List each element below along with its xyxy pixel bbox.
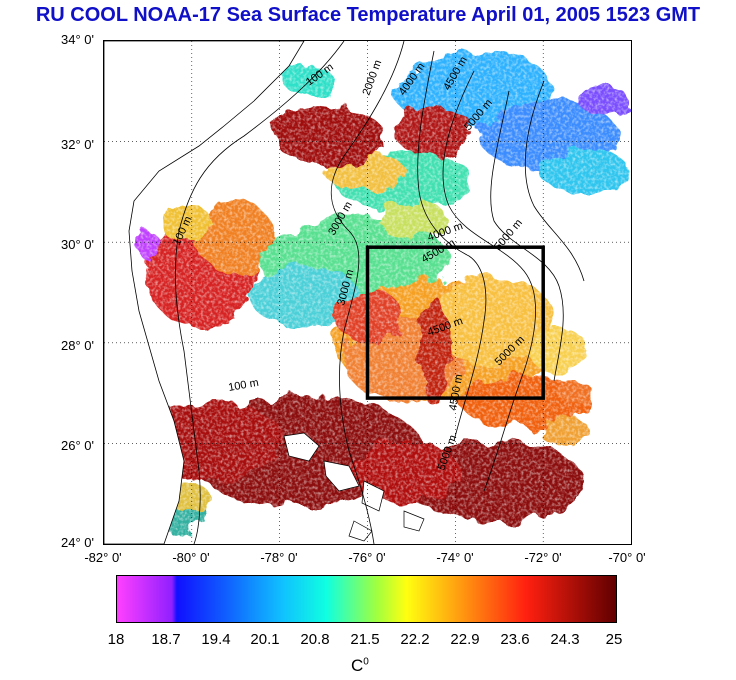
lat-tick-label: 28° 0' [61,338,94,353]
colorbar-tick: 19.4 [201,631,231,648]
sst-map: 100 m 2000 m 4000 m 4500 m 5000 m 3000 m… [103,40,632,545]
colorbar-unit: C0 [351,656,369,676]
lon-tick-label: -78° 0' [260,550,298,565]
colorbar-tick: 21.5 [350,631,380,648]
lat-tick-label: 32° 0' [61,137,94,152]
lon-tick-label: -72° 0' [524,550,562,565]
colorbar-tick: 25 [605,631,623,648]
bathymetry-contours [175,41,585,544]
study-area-box [365,245,545,400]
colorbar [116,575,617,623]
colorbar-tick: 18.7 [151,631,181,648]
lon-tick-label: -80° 0' [172,550,210,565]
contour-label: 100 m [227,377,259,394]
colorbar-tick: 24.3 [550,631,580,648]
colorbar-tick: 22.2 [400,631,430,648]
lat-tick-label: 24° 0' [61,535,94,550]
lon-tick-label: -76° 0' [348,550,386,565]
unit-sup: 0 [363,656,369,668]
map-title: RU COOL NOAA-17 Sea Surface Temperature … [35,4,701,26]
lon-tick-label: -70° 0' [608,550,646,565]
land-mask [104,41,305,544]
colorbar-tick: 18 [107,631,125,648]
colorbar-tick: 20.8 [300,631,330,648]
islands [283,432,425,542]
colorbar-tick: 20.1 [250,631,280,648]
lat-tick-label: 26° 0' [61,438,94,453]
lat-tick-label: 30° 0' [61,237,94,252]
colorbar-tick: 23.6 [500,631,530,648]
lon-tick-label: -82° 0' [84,550,122,565]
lon-tick-label: -74° 0' [436,550,474,565]
lat-tick-label: 34° 0' [61,32,94,47]
colorbar-tick: 22.9 [450,631,480,648]
unit-letter: C [351,656,364,675]
sst-map-canvas: 100 m 2000 m 4000 m 4500 m 5000 m 3000 m… [104,41,631,544]
